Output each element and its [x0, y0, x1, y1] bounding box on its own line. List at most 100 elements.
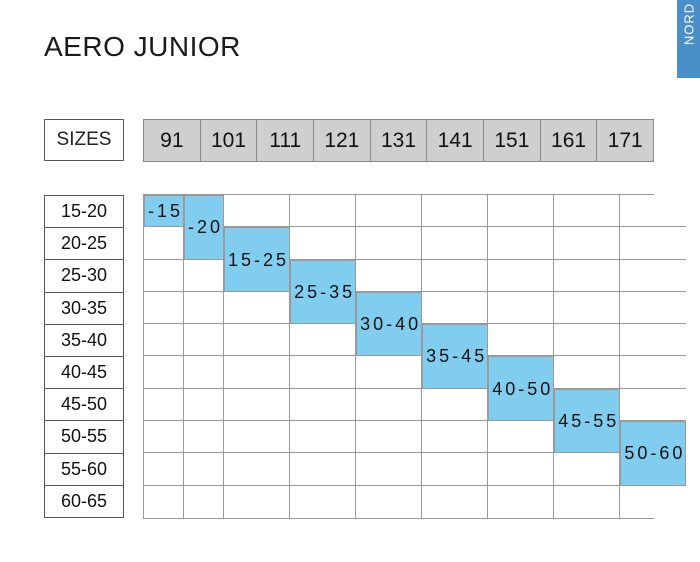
grid-cell	[144, 291, 185, 325]
grid-cell	[184, 259, 225, 292]
grid-cell	[290, 485, 357, 518]
column-header: 161	[541, 120, 598, 161]
grid-cell	[144, 259, 185, 292]
grid-cell	[290, 195, 357, 228]
side-tab-label: NORD	[681, 2, 696, 46]
column-header: 131	[371, 120, 428, 161]
grid-cell	[488, 453, 555, 486]
column-header: 151	[484, 120, 541, 161]
grid-cell	[224, 195, 291, 228]
grid-cell	[184, 291, 225, 325]
grid-cell	[620, 324, 687, 357]
row-label: 30-35	[45, 291, 123, 324]
grid-cell	[422, 453, 489, 486]
grid-cell	[290, 388, 357, 422]
row-label: 45-50	[45, 388, 123, 420]
grid-cell	[184, 356, 225, 389]
size-range-marker: 25- 35	[290, 259, 357, 325]
size-range-marker: -20	[184, 195, 225, 260]
grid-cell	[184, 421, 225, 454]
size-range-marker: 45- 55	[554, 388, 621, 454]
grid-cell	[356, 259, 423, 292]
size-range-marker: 35- 45	[422, 324, 489, 389]
grid-cell	[488, 421, 555, 454]
grid-cell	[422, 195, 489, 228]
grid-cell	[290, 356, 357, 389]
grid-cell	[620, 356, 687, 389]
grid-cell	[488, 259, 555, 292]
grid-cell	[620, 291, 687, 325]
grid-cell	[184, 453, 225, 486]
grid-cell	[144, 453, 185, 486]
grid-cell	[554, 291, 621, 325]
column-header: 141	[427, 120, 485, 161]
row-labels: 15-20 20-25 25-30 30-35 35-40 40-45 45-5…	[44, 195, 124, 518]
grid-cell	[356, 388, 423, 422]
grid-cell	[422, 291, 489, 325]
grid-cell	[422, 388, 489, 422]
row-label: 55-60	[45, 452, 123, 485]
grid-cell	[488, 195, 555, 228]
grid-cell	[620, 195, 687, 228]
row-label: 60-65	[45, 484, 123, 517]
grid-cell	[554, 453, 621, 486]
side-tab[interactable]: NORD	[677, 0, 700, 78]
grid-cell	[554, 485, 621, 518]
grid-cell	[224, 324, 291, 357]
column-header: 171	[607, 128, 643, 152]
row-label: 50-55	[45, 420, 123, 452]
grid-cell	[356, 453, 423, 486]
grid-cell	[290, 453, 357, 486]
grid-cell	[290, 324, 357, 357]
grid-cell	[224, 388, 291, 422]
grid-cell	[356, 485, 423, 518]
grid-cell	[620, 259, 687, 292]
grid-cell	[554, 259, 621, 292]
grid-cell	[620, 388, 687, 422]
grid-cell	[144, 421, 185, 454]
grid-cell	[554, 324, 621, 357]
grid-cell	[290, 421, 357, 454]
grid-cell	[620, 227, 687, 260]
column-header: 121	[314, 120, 371, 161]
grid-cell	[422, 259, 489, 292]
grid-cell	[224, 421, 291, 454]
grid-cell	[144, 485, 185, 518]
grid-cell	[554, 227, 621, 260]
size-range-marker: -15	[144, 195, 185, 228]
grid-cell	[290, 227, 357, 260]
row-label: 40-45	[45, 355, 123, 388]
grid-cell	[144, 324, 185, 357]
grid-cell	[356, 227, 423, 260]
grid-cell	[422, 227, 489, 260]
grid-cell	[144, 356, 185, 389]
grid-cell	[488, 485, 555, 518]
grid-cell	[488, 227, 555, 260]
column-header: 91	[144, 120, 201, 161]
grid-cell	[554, 356, 621, 389]
grid-cell	[144, 227, 185, 260]
grid-cell	[224, 453, 291, 486]
grid-cell	[488, 291, 555, 325]
grid-cell	[144, 388, 185, 422]
column-header-row: 91 101 111 121 131 141 151 161 171	[143, 119, 654, 162]
grid-cell	[224, 356, 291, 389]
row-label: 25-30	[45, 259, 123, 291]
grid-cell	[356, 421, 423, 454]
grid-cell	[184, 324, 225, 357]
sizes-label: SIZES	[44, 119, 124, 161]
grid-cell	[422, 485, 489, 518]
grid-cell	[422, 421, 489, 454]
size-range-marker: 50- 60	[620, 421, 687, 486]
row-label: 20-25	[45, 227, 123, 259]
size-range-marker: 15- 25	[224, 227, 291, 292]
page-title: AERO JUNIOR	[44, 31, 241, 62]
grid-cell	[554, 195, 621, 228]
size-range-marker: 30- 40	[356, 291, 423, 357]
grid-cell	[224, 485, 291, 518]
grid-cell	[184, 485, 225, 518]
size-range-marker: 40- 50	[488, 356, 555, 422]
grid-cell	[184, 388, 225, 422]
grid-cell	[620, 485, 687, 518]
row-label: 35-40	[45, 323, 123, 356]
